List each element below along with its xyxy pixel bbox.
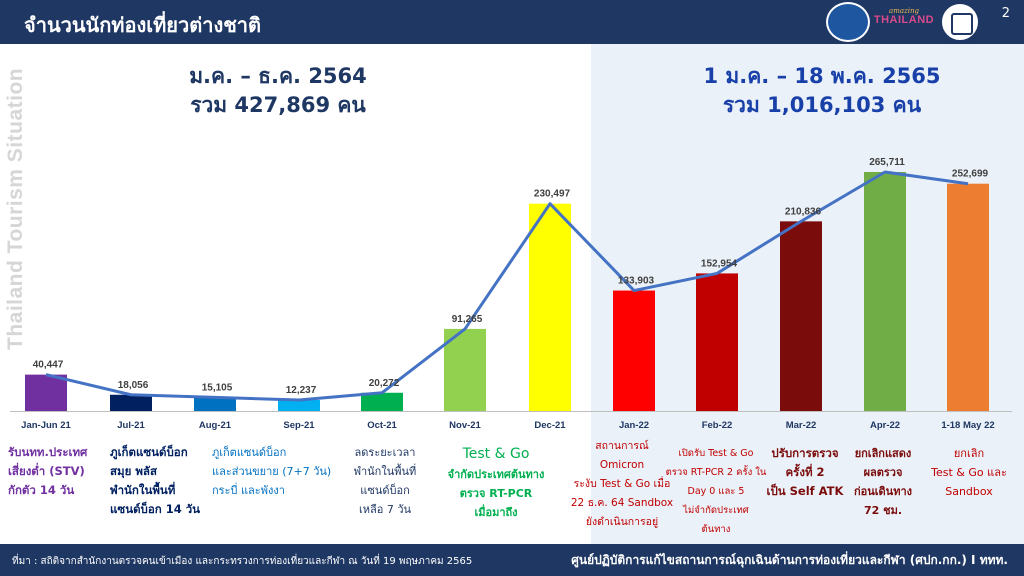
bar (361, 392, 403, 411)
period-1-range: ม.ค. – ธ.ค. 2564 (189, 64, 367, 88)
period-2-range: 1 ม.ค. – 18 พ.ค. 2565 (703, 64, 941, 88)
policy-note-line: ตรวจ RT-PCR 2 ครั้ง ใน (665, 467, 767, 478)
policy-note-line: ต้นทาง (701, 524, 731, 535)
bar (110, 394, 152, 411)
policy-note-line: และส่วนขยาย (7+7 วัน) (212, 465, 332, 478)
data-label: 40,447 (33, 360, 64, 371)
policy-note: รับนทท.ประเทศเสี่ยงต่ำ (STV) กักตัว 14 วั… (8, 443, 108, 500)
data-label: 12,237 (286, 385, 317, 396)
x-tick-label: Sep-21 (283, 420, 315, 431)
policy-note-line: ยกเลิกแสดง (854, 447, 912, 460)
page-title: จำนวนนักท่องเที่ยวต่างชาติ (24, 13, 262, 37)
bar (613, 290, 655, 411)
policy-note: ภูเก็ตแซนด์บ็อกและส่วนขยาย (7+7 วัน) กระบ… (212, 443, 342, 500)
bar (278, 399, 320, 411)
policy-note: ปรับการตรวจครั้งที่ 2 เป็น Self ATK (765, 444, 845, 501)
policy-note-line: เปิดรับ Test & Go (678, 448, 754, 459)
bar (696, 273, 738, 411)
data-label: 210,836 (785, 206, 822, 217)
bar (194, 397, 236, 411)
policy-note: ยกเลิกแสดงผลตรวจก่อนเดินทาง 72 ชม. (838, 444, 928, 520)
page-number: 2 (1001, 6, 1010, 21)
policy-note: ยกเลิก Test & Go และ Sandbox (918, 444, 1020, 501)
policy-note-line: ก่อนเดินทาง (853, 485, 912, 498)
policy-note-line: ปรับการตรวจ (771, 446, 839, 460)
bar (947, 183, 989, 411)
policy-note-line: Sandbox (945, 485, 993, 498)
x-tick-label: Jan-22 (619, 420, 649, 431)
policy-note-line: พำนักในพื้นที่ (110, 483, 176, 497)
data-source: ที่มา : สถิติจากสำนักงานตรวจคนเข้าเมือง … (12, 556, 473, 567)
ccsa-logo (940, 2, 980, 42)
policy-note-line: Omicron (599, 459, 645, 471)
policy-note: เปิดรับ Test & Go ตรวจ RT-PCR 2 ครั้ง ใน D… (660, 444, 772, 539)
policy-note-line: ผลตรวจ (863, 466, 903, 479)
bar (25, 374, 67, 411)
policy-note-line: ระงับ Test & Go เมื่อ (573, 478, 671, 490)
policy-note: Test & Go จำกัดประเทศต้นทางตรวจ RT-PCR เมื… (436, 443, 556, 522)
tat-logo (826, 2, 870, 42)
policy-note-line: จำกัดประเทศต้นทาง (447, 468, 545, 481)
x-tick-label: Jul-21 (117, 420, 145, 431)
policy-note-line: รับนทท.ประเทศ (8, 445, 88, 459)
bar (864, 172, 906, 411)
policy-note-line: เป็น Self ATK (766, 484, 844, 498)
data-label: 18,056 (118, 380, 149, 391)
policy-note-line: Day 0 และ 5 (687, 486, 745, 497)
policy-note-line: กระบี่ และพังงา (212, 484, 285, 497)
policy-note-line: Test & Go (462, 446, 530, 462)
data-label: 252,699 (952, 169, 989, 180)
data-label: 133,903 (618, 276, 655, 287)
x-tick-label: Nov-21 (449, 420, 481, 431)
policy-note-line: สมุย พลัส (110, 464, 157, 478)
policy-note-line: Test & Go และ (931, 466, 1007, 479)
policy-note: สถานการณ์ Omicron ระงับ Test & Go เมื่อ 22 … (562, 437, 682, 532)
policy-note-line: ภูเก็ตแซนด์บ็อก (110, 445, 188, 459)
policy-note-line: พำนักในพื้นที่ (353, 465, 417, 478)
policy-note-line: ยกเลิก (953, 447, 985, 460)
policy-note-line: ยังดำเนินการอยู่ (585, 516, 659, 528)
trend-line (45, 170, 969, 402)
policy-note-line: ตรวจ RT-PCR (459, 487, 533, 500)
policy-note-line: สถานการณ์ (595, 440, 649, 452)
data-label: 20,272 (369, 378, 400, 389)
footer-bar: ที่มา : สถิติจากสำนักงานตรวจคนเข้าเมือง … (0, 544, 1024, 576)
bar (444, 328, 486, 411)
policy-note-line: แซนด์บ็อก (360, 484, 410, 497)
policy-note-line: ครั้งที่ 2 (785, 465, 825, 479)
x-tick-label: 1-18 May 22 (941, 420, 994, 431)
x-tick-label: Aug-21 (199, 420, 232, 431)
policy-note-line: กักตัว 14 วัน (8, 483, 75, 497)
x-tick-label: Mar-22 (786, 420, 817, 431)
policy-note-line: แซนด์บ็อก 14 วัน (110, 502, 201, 516)
period-1-total: รวม 427,869 คน (190, 93, 366, 117)
x-tick-label: Oct-21 (367, 420, 397, 431)
policy-note-line: เสี่ยงต่ำ (STV) (8, 464, 85, 478)
policy-note-line: เมื่อมาถึง (474, 506, 518, 519)
data-label: 265,711 (869, 157, 905, 168)
policy-note-line: เหลือ 7 วัน (358, 503, 412, 516)
header-bar: จำนวนนักท่องเที่ยวต่างชาติ amazing THAIL… (0, 0, 1024, 44)
x-tick-label: Feb-22 (702, 420, 733, 431)
policy-note-line: ภูเก็ตแซนด์บ็อก (212, 446, 287, 459)
data-label: 91,265 (452, 314, 483, 325)
data-label: 15,105 (202, 382, 233, 393)
x-tick-label: Jan-Jun 21 (21, 420, 71, 431)
policy-note-line: 72 ชม. (863, 504, 903, 517)
x-tick-label: Apr-22 (870, 420, 900, 431)
data-label: 230,497 (534, 189, 571, 200)
policy-note: ลดระยะเวลาพำนักในพื้นที่แซนด์บ็อกเหลือ 7… (340, 443, 430, 519)
policy-note-line: ไม่จำกัดประเทศ (683, 505, 749, 516)
policy-note-line: ลดระยะเวลา (354, 446, 416, 459)
bar (529, 203, 571, 411)
x-tick-label: Dec-21 (534, 420, 566, 431)
period-2-total: รวม 1,016,103 คน (722, 93, 922, 117)
data-label: 152,954 (701, 258, 738, 269)
amazing-thailand-logo: amazing THAILAND (873, 7, 935, 26)
policy-note: ภูเก็ตแซนด์บ็อกสมุย พลัสพำนักในพื้นที่แซ… (110, 443, 208, 519)
organization-name: ศูนย์ปฏิบัติการแก้ไขสถานการณ์ฉุกเฉินด้าน… (571, 553, 1008, 567)
bar (780, 221, 822, 411)
policy-note-line: 22 ธ.ค. 64 Sandbox (570, 497, 674, 509)
